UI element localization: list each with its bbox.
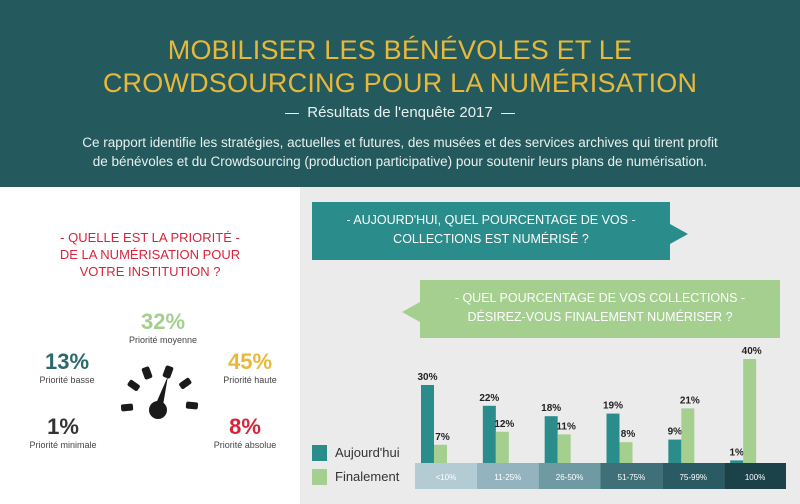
- bar-final: [619, 442, 633, 463]
- bar-value-label: 1%: [729, 447, 744, 458]
- legend-swatch-final: [312, 468, 327, 485]
- stat-label: Priorité basse: [39, 375, 95, 385]
- bar-today: [544, 416, 558, 463]
- category-tick-label: 26-50%: [556, 473, 584, 482]
- stat-label: Priorité moyenne: [128, 335, 198, 345]
- priority-question-line-1: - QUELLE EST LA PRIORITÉ -: [60, 230, 240, 245]
- intro-text: Ce rapport identifie les stratégies, act…: [40, 133, 760, 171]
- subtitle-dash-right: [500, 112, 515, 114]
- bar-today: [482, 405, 496, 463]
- category-segment: [476, 463, 539, 489]
- stat-priority-moyenne: 32% Priorité moyenne: [108, 310, 218, 346]
- stat-pct: 13%: [44, 349, 90, 374]
- category-segment: [724, 463, 786, 489]
- stat-label: Priorité haute: [223, 375, 277, 385]
- category-tick-label: <10%: [436, 473, 457, 482]
- question-current-bubble: - AUJOURD'HUI, QUEL POURCENTAGE DE VOS -…: [312, 202, 688, 260]
- legend-label-today: Aujourd'hui: [335, 445, 400, 461]
- category-tick-label: 100%: [745, 473, 765, 482]
- subtitle-dash-left: [285, 112, 300, 114]
- stat-priority-basse: 13% Priorité basse: [12, 350, 122, 386]
- category-tick-label: 75-99%: [679, 473, 707, 482]
- bar-value-label: 9%: [668, 427, 683, 438]
- bar-final: [495, 431, 509, 463]
- page-title: MOBILISER LES BÉNÉVOLES ET LE CROWDSOURC…: [0, 34, 800, 100]
- header-banner: MOBILISER LES BÉNÉVOLES ET LE CROWDSOURC…: [0, 0, 800, 187]
- gauge-icon: [120, 365, 199, 419]
- stat-pct: 32%: [140, 309, 186, 334]
- bar-value-label: 11%: [556, 421, 576, 432]
- stat-label: Priorité absolue: [213, 440, 277, 450]
- category-segment: [538, 463, 601, 489]
- priority-question-line-2: DE LA NUMÉRISATION POUR: [59, 247, 241, 262]
- bar-final: [681, 408, 695, 463]
- question-current-line-1: - AUJOURD'HUI, QUEL POURCENTAGE DE VOS -: [346, 213, 636, 227]
- question-final-line-2: DÉSIREZ-VOUS FINALEMENT NUMÉRISER ?: [467, 310, 733, 324]
- stat-label: Priorité minimale: [29, 440, 97, 450]
- priority-question-line-3: VOTRE INSTITUTION ?: [79, 264, 221, 279]
- stat-priority-absolue: 8% Priorité absolue: [190, 415, 300, 451]
- title-line-1: MOBILISER LES BÉNÉVOLES ET LE: [167, 35, 633, 65]
- stat-pct: 8%: [229, 414, 261, 439]
- bar-value-label: 21%: [680, 395, 700, 406]
- question-final-line-1: - QUEL POURCENTAGE DE VOS COLLECTIONS -: [454, 291, 746, 305]
- bar-final: [434, 444, 447, 463]
- bar-value-label: 19%: [603, 401, 623, 412]
- legend-item-today: Aujourd'hui: [312, 444, 400, 461]
- question-current-line-2: COLLECTIONS EST NUMÉRISÉ ?: [393, 232, 589, 246]
- category-segment: [600, 463, 663, 489]
- bar-today: [668, 439, 682, 463]
- intro-line-1: Ce rapport identifie les stratégies, act…: [82, 135, 718, 150]
- subtitle: Résultats de l'enquête 2017: [0, 104, 800, 121]
- category-tick-label: 51-75%: [618, 473, 646, 482]
- question-final-bubble: - QUEL POURCENTAGE DE VOS COLLECTIONS - …: [402, 280, 780, 338]
- priority-question: - QUELLE EST LA PRIORITÉ - DE LA NUMÉRIS…: [0, 229, 300, 280]
- bar-today: [421, 385, 434, 463]
- bar-today: [606, 413, 620, 463]
- intro-line-2: de bénévoles et du Crowdsourcing (produc…: [92, 154, 708, 169]
- bar-value-label: 30%: [417, 372, 437, 383]
- subtitle-text: Résultats de l'enquête 2017: [307, 104, 493, 121]
- bar-value-label: 40%: [742, 346, 762, 357]
- bar-value-label: 12%: [494, 419, 514, 430]
- legend-label-final: Finalement: [335, 469, 400, 485]
- bar-final: [557, 434, 571, 463]
- category-segment: [662, 463, 725, 489]
- stat-priority-minimale: 1% Priorité minimale: [8, 415, 118, 451]
- bar-today: [730, 460, 744, 463]
- stat-priority-haute: 45% Priorité haute: [195, 350, 305, 386]
- bar-final: [743, 359, 757, 463]
- stat-pct: 45%: [227, 349, 273, 374]
- bar-value-label: 22%: [479, 393, 499, 404]
- category-tick-label: 11-25%: [494, 473, 521, 482]
- legend-item-final: Finalement: [312, 468, 400, 485]
- title-line-2: CROWDSOURCING POUR LA NUMÉRISATION: [102, 68, 698, 98]
- bar-value-label: 8%: [621, 429, 636, 440]
- category-segment: [415, 463, 477, 489]
- legend-swatch-today: [312, 444, 327, 461]
- bar-value-label: 7%: [435, 432, 450, 443]
- bar-value-label: 18%: [541, 403, 561, 414]
- stat-pct: 1%: [47, 414, 79, 439]
